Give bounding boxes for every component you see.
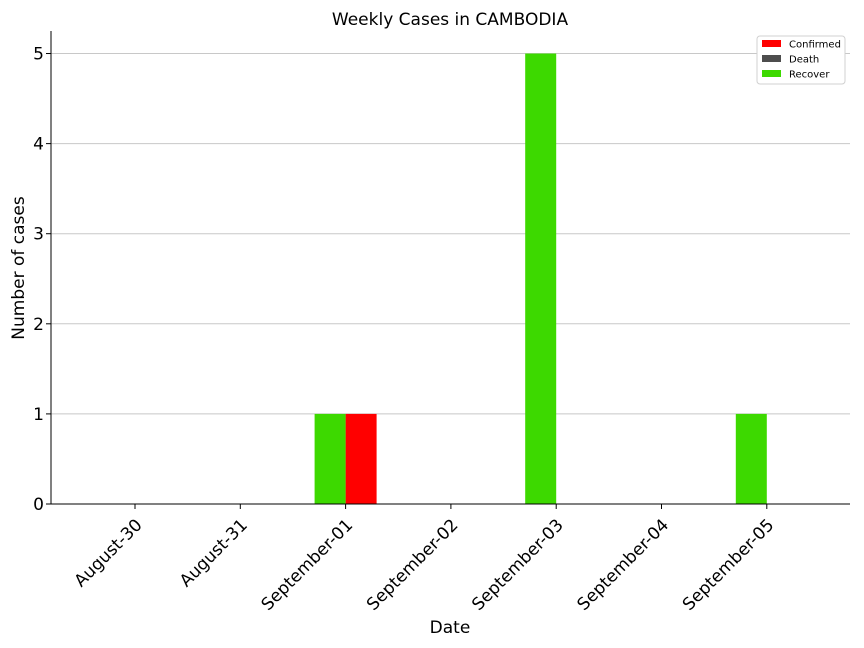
y-tick-label-1: 1 xyxy=(33,405,44,425)
y-tick-label-4: 4 xyxy=(33,135,44,155)
y-tick-label-3: 3 xyxy=(33,225,44,245)
grid-lines xyxy=(51,53,850,415)
legend: Confirmed Death Recover xyxy=(756,35,846,85)
legend-label-death: Death xyxy=(789,55,819,66)
y-tick-label-0: 0 xyxy=(33,495,44,515)
x-tick-label-september-03: September-03 xyxy=(468,515,567,614)
legend-swatch-death xyxy=(762,55,781,62)
legend-label-confirmed: Confirmed xyxy=(789,40,841,51)
legend-swatch-confirmed xyxy=(762,40,781,47)
chart-title: Weekly Cases in CAMBODIA xyxy=(332,10,569,30)
x-tick-label-september-01: September-01 xyxy=(258,515,357,614)
bar-confirmed-september-01 xyxy=(345,413,377,504)
legend-label-recover: Recover xyxy=(789,70,830,81)
bar-recover-september-03 xyxy=(525,53,557,505)
x-tick-label-august-31: August-31 xyxy=(176,515,252,591)
x-tick-label-september-02: September-02 xyxy=(363,515,462,614)
x-axis-title: Date xyxy=(430,618,471,638)
x-tick-label-september-04: September-04 xyxy=(574,515,673,614)
x-ticks: August-30 August-31 September-01 September-… xyxy=(71,504,778,615)
y-ticks: 0 1 2 3 4 5 xyxy=(33,45,51,515)
legend-swatch-recover xyxy=(762,70,781,77)
x-tick-label-august-30: August-30 xyxy=(71,515,147,591)
bars-group xyxy=(314,53,767,505)
y-tick-label-2: 2 xyxy=(33,315,44,335)
bar-recover-september-01 xyxy=(314,413,346,504)
x-tick-label-september-05: September-05 xyxy=(679,515,778,614)
y-axis-title: Number of cases xyxy=(9,196,29,340)
axes xyxy=(50,31,850,505)
bar-recover-september-05 xyxy=(735,413,767,504)
y-tick-label-5: 5 xyxy=(33,45,44,65)
